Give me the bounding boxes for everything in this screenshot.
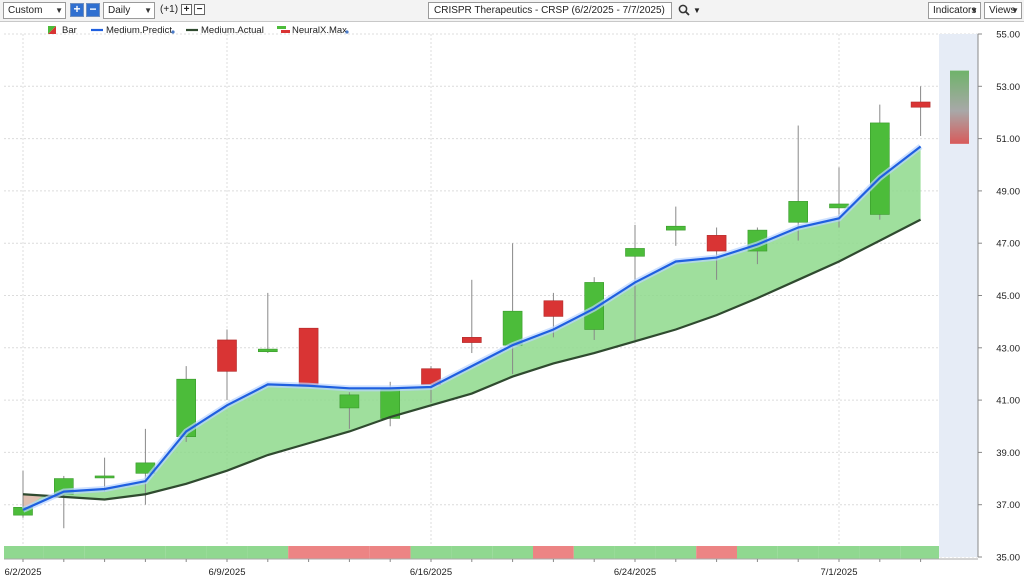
neuralx-icon-down <box>281 30 290 33</box>
chart-title: CRISPR Therapeutics - CRSP (6/2/2025 - 7… <box>434 5 665 16</box>
candle-body <box>217 339 237 372</box>
price-chart[interactable]: 35.00 37.00 39.00 41.00 43.00 45.00 47.00 49.00… <box>0 22 1024 579</box>
search-icon[interactable] <box>678 4 690 16</box>
candle-body <box>869 122 890 215</box>
signal-strip-cell <box>900 546 939 559</box>
signal-strip-cell <box>4 546 44 559</box>
y-tick-label: 51.00 <box>996 134 1020 145</box>
signal-strip-cell <box>737 546 778 559</box>
signal-strip-cell <box>329 546 370 559</box>
zoom-in-button[interactable]: + <box>70 3 84 17</box>
medium-actual-line <box>22 218 922 501</box>
x-tick-label: 6/24/2025 <box>614 567 656 578</box>
interval-select-value: Daily <box>108 5 131 16</box>
bar-icon-down <box>48 26 56 34</box>
y-tick-label: 47.00 <box>996 239 1020 250</box>
views-label: Views <box>989 5 1016 16</box>
dot-icon <box>171 30 175 34</box>
neuralx-max-bar <box>950 70 969 144</box>
views-button[interactable]: Views ▼ <box>984 2 1022 19</box>
candle-body <box>625 248 645 257</box>
candle-body <box>665 225 686 231</box>
y-tick-label: 43.00 <box>996 343 1020 354</box>
signal-strip-cell <box>696 546 737 559</box>
y-tick-label: 45.00 <box>996 291 1020 302</box>
signal-strip-cell <box>533 546 574 559</box>
legend-item-medium-predict[interactable]: Medium.Predict <box>91 25 175 36</box>
offset-label: (+1) <box>160 4 179 15</box>
signal-strip-cell <box>818 546 860 559</box>
x-tick-label: 7/1/2025 <box>821 567 858 578</box>
candle-body <box>94 475 115 479</box>
signal-strip-cell <box>777 546 819 559</box>
signal-strip-cell <box>859 546 901 559</box>
range-select-value: Custom <box>8 5 43 16</box>
candle-body <box>257 348 278 353</box>
candle-body <box>706 235 727 252</box>
interval-select[interactable]: Daily ▼ <box>103 2 155 19</box>
signal-strip-cell <box>614 546 656 559</box>
y-axis: 35.00 37.00 39.00 41.00 43.00 45.00 47.00 49.00… <box>978 30 1020 564</box>
y-tick-label: 55.00 <box>996 30 1020 41</box>
offset-minus-button[interactable]: − <box>194 4 205 15</box>
y-tick-label: 39.00 <box>996 448 1020 459</box>
chevron-down-icon: ▼ <box>144 6 152 15</box>
x-tick-label: 6/9/2025 <box>209 567 246 578</box>
candle-body <box>910 101 931 108</box>
x-axis: 6/2/2025 6/9/2025 6/16/2025 6/24/2025 7/1/20… <box>4 558 978 578</box>
signal-strip-cell <box>84 546 125 559</box>
neuralx-icon <box>277 26 286 29</box>
signal-strip-cell <box>247 546 289 559</box>
candle-body <box>543 300 564 317</box>
search-dropdown-icon[interactable]: ▼ <box>693 6 701 15</box>
y-tick-label: 37.00 <box>996 500 1020 511</box>
chevron-down-icon: ▼ <box>1011 6 1019 15</box>
signal-strip-cell <box>206 546 248 559</box>
y-tick-label: 41.00 <box>996 396 1020 407</box>
candle-body <box>298 327 319 385</box>
dot-icon <box>345 30 349 34</box>
signal-strip-cell <box>43 546 85 559</box>
symbol-title-field[interactable]: CRISPR Therapeutics - CRSP (6/2/2025 - 7… <box>428 2 672 19</box>
legend: Bar Medium.Predict Medium.Actual NeuralX… <box>48 25 349 36</box>
candle-body <box>176 378 196 438</box>
x-tick-label: 6/16/2025 <box>410 567 452 578</box>
legend-label: Bar <box>62 25 77 36</box>
y-tick-label: 35.00 <box>996 553 1020 564</box>
legend-item-neuralx-max[interactable]: NeuralX.Max <box>277 25 349 36</box>
neuralx-max <box>950 70 969 144</box>
signal-strip-cell <box>369 546 411 559</box>
chevron-down-icon: ▼ <box>970 6 978 15</box>
signal-strip-cell <box>288 546 329 559</box>
legend-label: Medium.Predict <box>106 25 172 36</box>
signal-strip-cell <box>165 546 207 559</box>
toolbar: Custom ▼ + − Daily ▼ (+1) + − CRISPR The… <box>0 0 1024 22</box>
legend-item-bar[interactable]: Bar <box>48 25 77 36</box>
signal-strip-cell <box>410 546 452 559</box>
legend-label: NeuralX.Max <box>292 25 347 36</box>
candle-body <box>339 394 360 409</box>
legend-item-medium-actual[interactable]: Medium.Actual <box>186 25 264 36</box>
signal-strip-cell <box>451 546 493 559</box>
indicators-label: Indicators <box>933 5 977 16</box>
range-select[interactable]: Custom ▼ <box>3 2 66 19</box>
x-tick-label: 6/2/2025 <box>5 567 42 578</box>
legend-label: Medium.Actual <box>201 25 264 36</box>
y-tick-label: 53.00 <box>996 82 1020 93</box>
signal-strip <box>4 494 939 559</box>
indicators-button[interactable]: Indicators ▼ <box>928 2 981 19</box>
signal-strip-cell <box>492 546 533 559</box>
candle-body <box>829 203 849 209</box>
signal-strip-cell <box>655 546 697 559</box>
predict-actual-fill <box>23 146 921 510</box>
candle-body <box>788 201 809 223</box>
chevron-down-icon: ▼ <box>55 6 63 15</box>
y-tick-label: 49.00 <box>996 186 1020 197</box>
medium-predict-line <box>22 145 922 511</box>
zoom-out-button[interactable]: − <box>86 3 100 17</box>
signal-strip-cell <box>573 546 615 559</box>
signal-strip-cell <box>125 546 166 559</box>
candle-body <box>461 337 482 343</box>
offset-plus-button[interactable]: + <box>181 4 192 15</box>
